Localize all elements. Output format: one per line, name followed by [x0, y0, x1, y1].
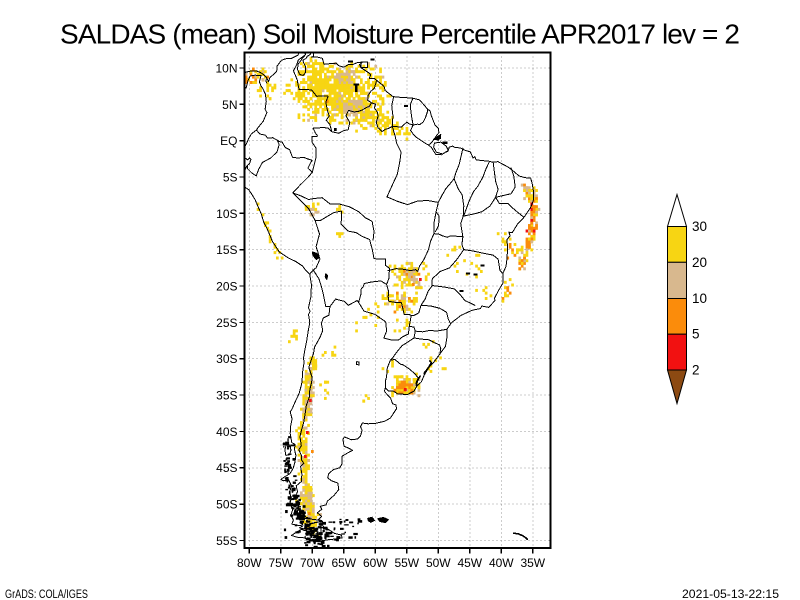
svg-text:80W: 80W — [237, 556, 262, 570]
svg-text:SALDAS (mean) Soil Moisture Pe: SALDAS (mean) Soil Moisture Percentile A… — [60, 19, 740, 50]
svg-text:35S: 35S — [216, 389, 237, 403]
svg-text:EQ: EQ — [220, 134, 237, 148]
svg-text:55W: 55W — [394, 556, 419, 570]
svg-text:45S: 45S — [216, 461, 237, 475]
svg-text:30: 30 — [692, 219, 707, 234]
svg-text:15S: 15S — [216, 243, 237, 257]
svg-text:10N: 10N — [215, 61, 237, 75]
svg-text:60W: 60W — [363, 556, 388, 570]
svg-text:50S: 50S — [216, 498, 237, 512]
svg-text:65W: 65W — [331, 556, 356, 570]
svg-text:GrADS: COLA/IGES: GrADS: COLA/IGES — [5, 589, 88, 600]
svg-text:75W: 75W — [268, 556, 293, 570]
svg-text:40S: 40S — [216, 425, 237, 439]
svg-text:45W: 45W — [457, 556, 482, 570]
svg-text:5N: 5N — [222, 98, 237, 112]
svg-text:40W: 40W — [489, 556, 514, 570]
svg-text:10: 10 — [692, 291, 707, 306]
svg-text:25S: 25S — [216, 316, 237, 330]
svg-text:10S: 10S — [216, 207, 237, 221]
svg-text:2: 2 — [692, 363, 700, 378]
svg-text:70W: 70W — [300, 556, 325, 570]
svg-text:5S: 5S — [223, 170, 238, 184]
svg-text:5: 5 — [692, 327, 700, 342]
svg-text:30S: 30S — [216, 352, 237, 366]
svg-text:50W: 50W — [426, 556, 451, 570]
svg-text:2021-05-13-22:15: 2021-05-13-22:15 — [682, 589, 779, 600]
svg-text:55S: 55S — [216, 534, 237, 548]
svg-text:35W: 35W — [520, 556, 545, 570]
svg-text:20S: 20S — [216, 280, 237, 294]
svg-text:20: 20 — [692, 255, 707, 270]
